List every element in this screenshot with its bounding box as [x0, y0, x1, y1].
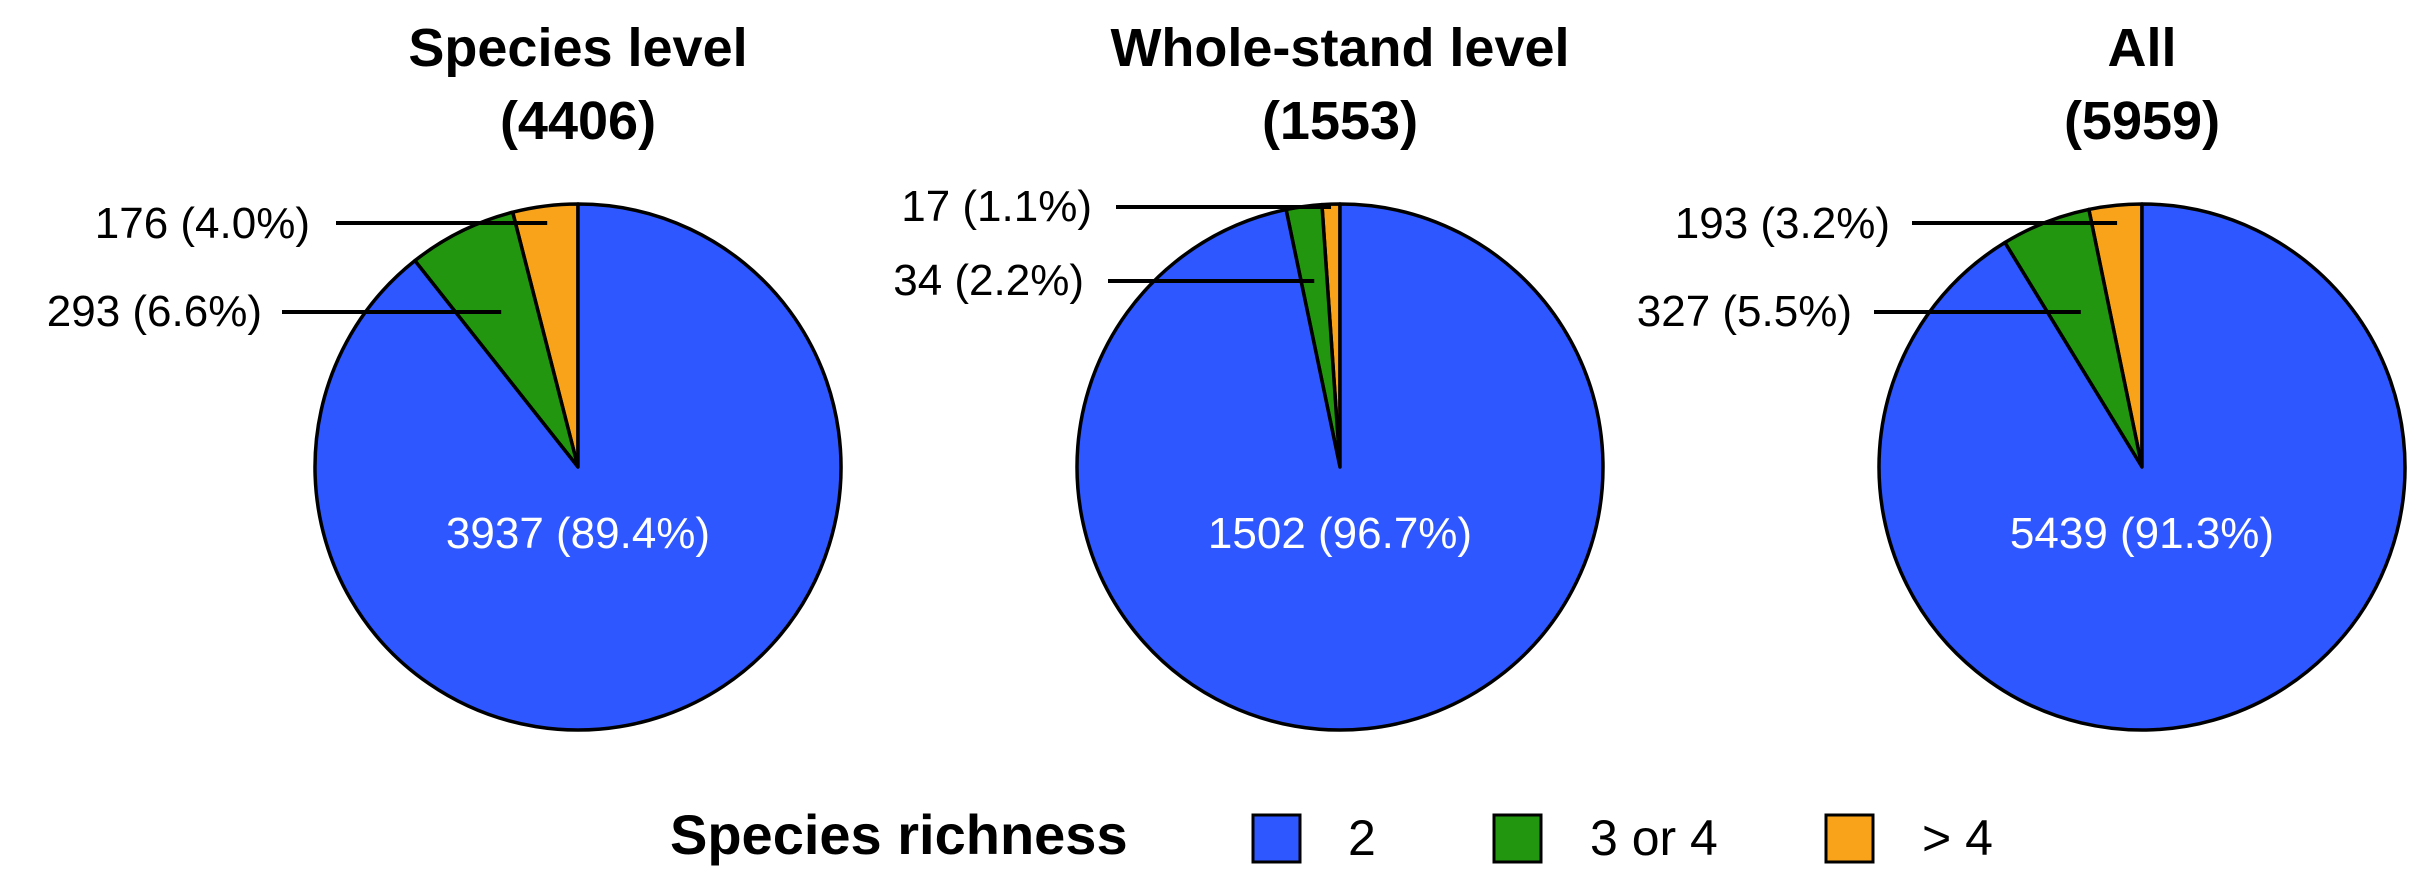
legend-label-two: 2 [1348, 810, 1376, 866]
panel-total: (4406) [500, 91, 656, 151]
pie-slices [1877, 202, 2407, 732]
legend: Species richness 2 3 or 4 > 4 [670, 803, 1993, 866]
leader-lines [1108, 205, 1332, 283]
pie-panel-species-level: Species level (4406) 176 (4.0%) 293 (6.6… [47, 18, 843, 732]
pie-panel-whole-stand-level: Whole-stand level (1553) 17 (1.1%) 34 (2… [893, 18, 1605, 732]
pie-slice-two [1075, 202, 1605, 732]
slice-label-two: 1502 (96.7%) [1208, 509, 1472, 558]
slice-label-three-or-four: 34 (2.2%) [893, 256, 1084, 305]
slice-label-two: 3937 (89.4%) [446, 509, 710, 558]
legend-title: Species richness [670, 803, 1128, 866]
legend-swatch-two [1251, 813, 1302, 864]
panel-total: (5959) [2064, 91, 2220, 151]
leader-lines [1874, 221, 2118, 314]
legend-swatch-three-or-four [1492, 813, 1543, 864]
panel-title: Species level [408, 18, 747, 78]
slice-label-three-or-four: 327 (5.5%) [1637, 287, 1852, 336]
slice-label-more-than-four: 193 (3.2%) [1675, 199, 1890, 248]
slice-label-more-than-four: 17 (1.1%) [901, 182, 1092, 231]
pie-panel-all: All (5959) 193 (3.2%) 327 (5.5%) 5439 (9… [1637, 18, 2407, 732]
panel-title: Whole-stand level [1110, 18, 1569, 78]
leader-lines [282, 221, 548, 314]
slice-label-three-or-four: 293 (6.6%) [47, 287, 262, 336]
slice-label-more-than-four: 176 (4.0%) [95, 199, 310, 248]
pie-slice-two [313, 202, 843, 732]
slice-label-two: 5439 (91.3%) [2010, 509, 2274, 558]
legend-label-three-or-four: 3 or 4 [1590, 810, 1718, 866]
panel-title: All [2107, 18, 2176, 78]
legend-label-more-than-four: > 4 [1922, 810, 1993, 866]
legend-swatch-more-than-four [1824, 813, 1875, 864]
pie-slices [313, 202, 843, 732]
pie-slice-two [1877, 202, 2407, 732]
panel-total: (1553) [1262, 91, 1418, 151]
pie-slice-three-or-four [413, 210, 580, 469]
